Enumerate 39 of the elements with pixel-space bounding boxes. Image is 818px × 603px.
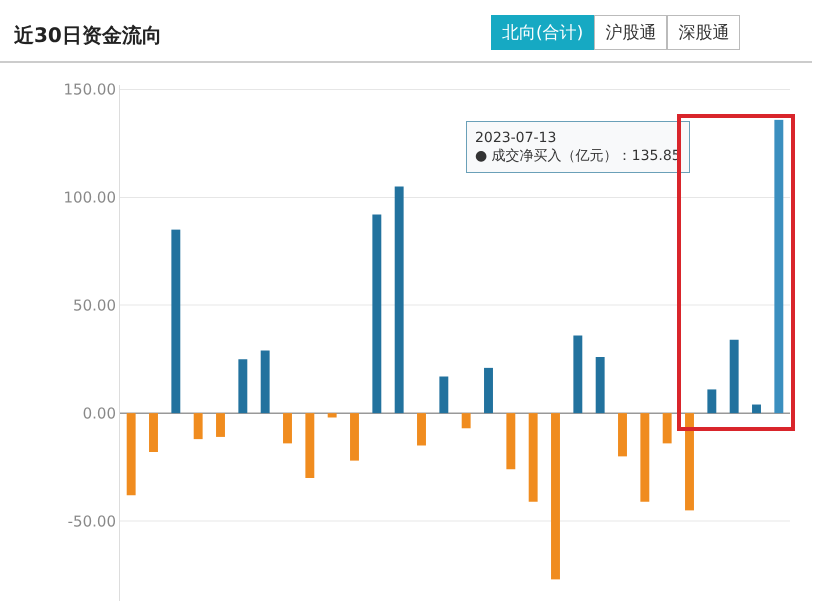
bar [394, 186, 404, 414]
text: 深股通 [667, 15, 740, 50]
bar [328, 413, 337, 418]
bar [238, 359, 248, 414]
y-tick-label: -50.00 [68, 512, 116, 530]
bar [126, 413, 136, 496]
text: 北向(合计) [491, 15, 594, 50]
bar [618, 413, 627, 456]
bar [149, 413, 158, 452]
bar [774, 120, 784, 414]
text: 沪股通 [594, 15, 668, 50]
bar [484, 368, 493, 414]
y-tick-label: 150.00 [64, 80, 116, 99]
bar [506, 413, 516, 470]
bar [171, 230, 180, 414]
bar [260, 350, 270, 414]
bar [730, 340, 739, 414]
bar [707, 389, 716, 414]
y-tick-label: 50.00 [73, 296, 116, 314]
bar [462, 413, 471, 428]
y-tick-label: 0.00 [82, 404, 116, 422]
bar [372, 214, 382, 414]
bar [350, 413, 359, 461]
bar [216, 413, 225, 437]
y-tick-label: 100.00 [64, 188, 116, 207]
bar [640, 413, 650, 502]
bar [752, 404, 761, 414]
bar [551, 413, 560, 580]
bar [194, 413, 203, 440]
bar [439, 376, 448, 414]
bar [283, 413, 292, 444]
bar [528, 413, 538, 502]
bar [662, 413, 672, 444]
bar [417, 413, 426, 446]
chart-title: 近30日资金流向 [14, 22, 162, 49]
bar [596, 357, 605, 414]
bar [573, 335, 582, 414]
bar [685, 413, 694, 510]
bar [305, 413, 314, 478]
